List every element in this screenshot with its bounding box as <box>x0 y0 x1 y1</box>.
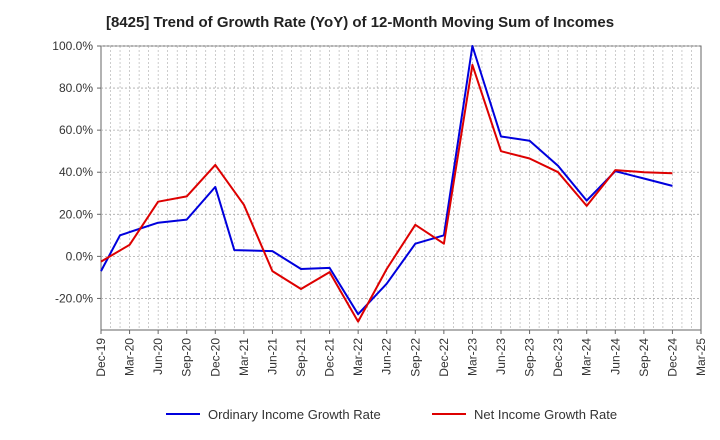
x-tick-label: Sep-24 <box>637 338 651 377</box>
x-tick-label: Dec-19 <box>94 338 108 377</box>
y-tick-label: 80.0% <box>59 81 93 95</box>
y-tick-label: 60.0% <box>59 123 93 137</box>
y-tick-label: 100.0% <box>52 39 93 53</box>
y-tick-label: -20.0% <box>55 291 93 305</box>
y-tick-label: 40.0% <box>59 165 93 179</box>
chart-title: [8425] Trend of Growth Rate (YoY) of 12-… <box>105 14 615 31</box>
series-line-net-income <box>100 63 673 323</box>
y-tick-label: 20.0% <box>59 207 93 221</box>
x-tick-label: Mar-23 <box>465 338 479 376</box>
legend-label: Ordinary Income Growth Rate <box>208 407 381 422</box>
x-tick-label: Mar-21 <box>237 338 251 376</box>
x-tick-label: Dec-23 <box>551 338 565 377</box>
legend-label: Net Income Growth Rate <box>474 407 617 422</box>
x-tick-label: Jun-22 <box>380 338 394 375</box>
x-tick-label: Mar-24 <box>580 338 594 376</box>
x-tick-label: Mar-20 <box>123 338 137 376</box>
x-tick-label: Mar-22 <box>351 338 365 376</box>
x-tick-label: Mar-25 <box>694 338 708 376</box>
x-tick-label: Jun-21 <box>265 338 279 375</box>
x-tick-label: Sep-20 <box>180 338 194 377</box>
x-tick-label: Sep-22 <box>408 338 422 377</box>
x-tick-label: Sep-23 <box>523 338 537 377</box>
x-tick-label: Jun-23 <box>494 338 508 375</box>
x-tick-label: Dec-22 <box>437 338 451 377</box>
x-tick-label: Jun-20 <box>151 338 165 375</box>
x-tick-label: Dec-21 <box>323 338 337 377</box>
y-tick-label: 0.0% <box>66 249 94 263</box>
x-tick-label: Dec-20 <box>208 338 222 377</box>
x-tick-label: Sep-21 <box>294 338 308 377</box>
x-tick-label: Jun-24 <box>608 338 622 375</box>
series-line-ordinary-income <box>100 45 673 316</box>
x-tick-label: Dec-24 <box>665 338 679 377</box>
plot-area <box>100 45 702 331</box>
